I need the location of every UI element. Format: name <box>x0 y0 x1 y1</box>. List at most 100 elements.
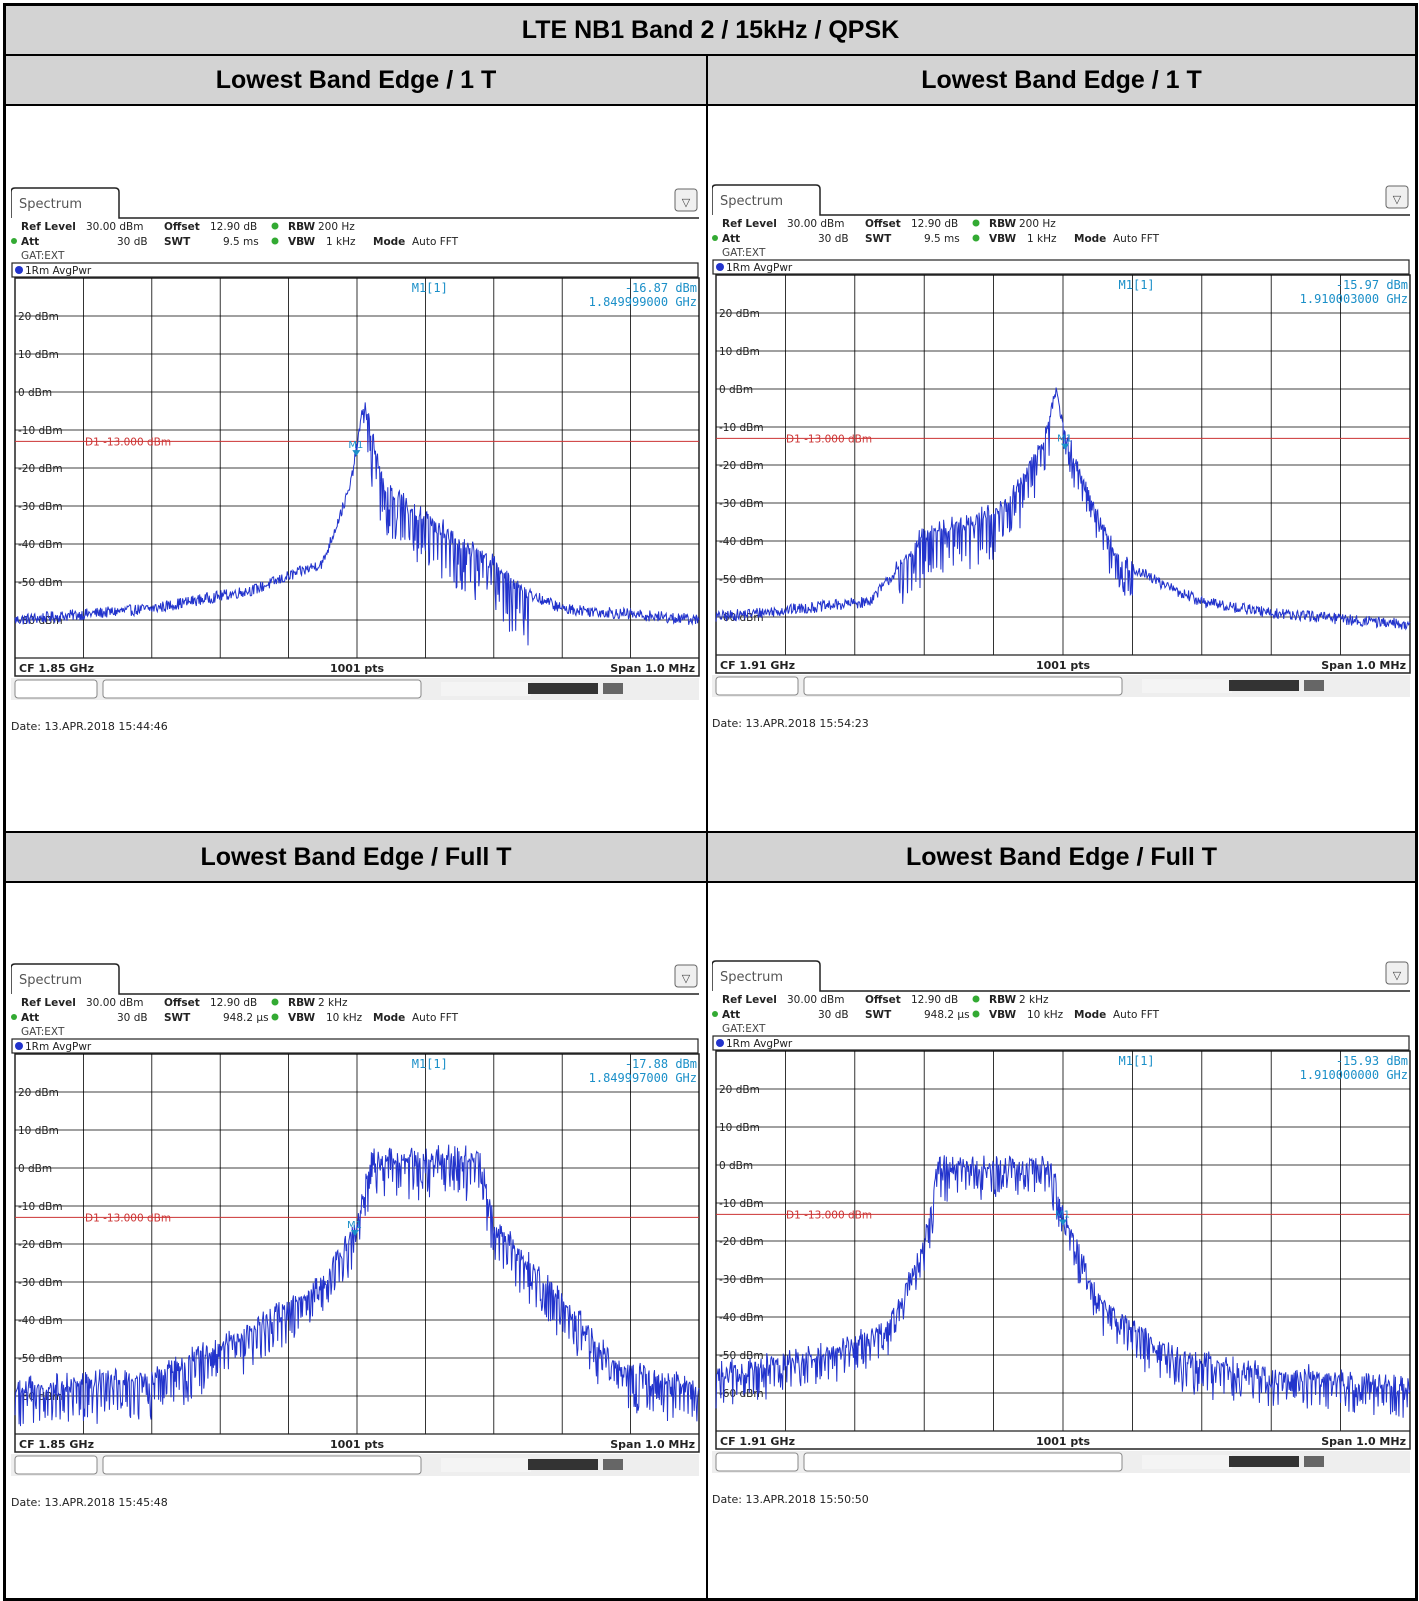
panel-heading-3: Lowest Band Edge / Full T <box>6 833 706 883</box>
trace-indicator-icon <box>716 1039 724 1047</box>
marker-value: -15.97 dBm <box>1336 278 1408 292</box>
marker-tag: M1 <box>347 1220 362 1231</box>
spectrum-tab[interactable] <box>712 960 1410 992</box>
y-tick-label: -60 dBm <box>719 1388 764 1400</box>
y-tick-label: -50 dBm <box>18 1353 63 1365</box>
status-field <box>102 679 422 699</box>
display-line-label: D1 -13.000 dBm <box>786 1209 872 1221</box>
expand-icon[interactable] <box>1385 185 1409 209</box>
vbw-indicator-icon <box>271 1013 279 1021</box>
y-tick-label: 0 dBm <box>18 1163 52 1175</box>
center-frequency: CF 1.91 GHz <box>720 1435 795 1448</box>
att-value: 30 dB <box>818 233 849 245</box>
capture-date: Date: 13.APR.2018 15:50:50 <box>712 1493 869 1506</box>
rbw-value: 2 kHz <box>318 997 348 1009</box>
att-label: Att <box>21 236 39 248</box>
mode-value: Auto FFT <box>1113 233 1160 245</box>
swt-label: SWT <box>164 1012 191 1024</box>
y-tick-label: -20 dBm <box>18 1239 63 1251</box>
expand-icon[interactable] <box>674 188 698 212</box>
spectrum-tab[interactable] <box>712 184 1410 216</box>
mode-label: Mode <box>1074 1009 1106 1021</box>
marker-value: -16.87 dBm <box>625 281 697 295</box>
status-field <box>14 1455 98 1475</box>
capture-date: Date: 13.APR.2018 15:44:46 <box>11 720 168 733</box>
y-tick-label: 10 dBm <box>18 349 59 361</box>
rbw-indicator-icon <box>972 995 980 1003</box>
ref-level-value: 30.00 dBm <box>86 997 144 1009</box>
spectrum-tab[interactable] <box>11 963 699 995</box>
y-tick-label: 20 dBm <box>719 1084 760 1096</box>
vbw-label: VBW <box>288 236 316 248</box>
center-frequency: CF 1.85 GHz <box>19 662 94 675</box>
spectrum-tab-label: Spectrum <box>720 194 783 209</box>
vbw-value: 1 kHz <box>326 236 356 248</box>
y-tick-label: -40 dBm <box>18 539 63 551</box>
progress-bar <box>528 683 598 694</box>
spectrum-chart: Spectrum ▽ Ref Level 30.00 dBm Offset 12.90 d… <box>712 960 1411 1506</box>
marker-label: M1[1] <box>1119 278 1155 292</box>
trace-indicator-icon <box>716 263 724 271</box>
rbw-indicator-icon <box>271 998 279 1006</box>
marker-icon[interactable] <box>350 1229 359 1236</box>
expand-icon-glyph: ▽ <box>682 972 691 985</box>
spectrum-tab-label: Spectrum <box>19 973 82 988</box>
marker-label: M1[1] <box>412 1057 448 1071</box>
row-divider <box>6 831 1415 833</box>
att-value: 30 dB <box>818 1009 849 1021</box>
status-field <box>102 1455 422 1475</box>
mode-label: Mode <box>373 236 405 248</box>
att-label: Att <box>722 233 740 245</box>
swt-label: SWT <box>865 233 892 245</box>
mode-value: Auto FFT <box>412 1012 459 1024</box>
spectrum-chart: Spectrum ▽ Ref Level 30.00 dBm Offset 12.90 d… <box>11 963 700 1509</box>
expand-icon[interactable] <box>1385 961 1409 985</box>
mode-value: Auto FFT <box>1113 1009 1160 1021</box>
offset-label: Offset <box>865 218 901 230</box>
marker-frequency: 1.849997000 GHz <box>589 1071 697 1085</box>
display-line-label: D1 -13.000 dBm <box>85 436 171 448</box>
ref-level-label: Ref Level <box>722 994 777 1006</box>
vbw-indicator-icon <box>972 234 980 242</box>
att-value: 30 dB <box>117 1012 148 1024</box>
y-tick-label: -40 dBm <box>18 1315 63 1327</box>
marker-icon[interactable] <box>1059 1219 1067 1226</box>
y-tick-label: -30 dBm <box>719 1274 764 1286</box>
status-field <box>14 679 98 699</box>
page-title: LTE NB1 Band 2 / 15kHz / QPSK <box>6 6 1415 56</box>
spectrum-tab-label: Spectrum <box>720 970 783 985</box>
y-tick-label: 20 dBm <box>18 311 59 323</box>
y-tick-label: 0 dBm <box>719 1160 753 1172</box>
offset-value: 12.90 dB <box>911 994 958 1006</box>
vbw-label: VBW <box>989 1009 1017 1021</box>
att-value: 30 dB <box>117 236 148 248</box>
expand-icon[interactable] <box>674 964 698 988</box>
y-tick-label: -20 dBm <box>719 1236 764 1248</box>
trace-label: 1Rm AvgPwr <box>726 262 793 274</box>
att-label: Att <box>21 1012 39 1024</box>
y-tick-label: -40 dBm <box>719 1312 764 1324</box>
spectrum-trace <box>715 387 1411 631</box>
trace-label: 1Rm AvgPwr <box>726 1038 793 1050</box>
ref-level-value: 30.00 dBm <box>86 221 144 233</box>
y-tick-label: -50 dBm <box>719 1350 764 1362</box>
status-field <box>715 1452 799 1472</box>
display-line-label: D1 -13.000 dBm <box>85 1212 171 1224</box>
status-field <box>803 1452 1123 1472</box>
marker-frequency: 1.910000000 GHz <box>1300 1068 1408 1082</box>
spectrum-tab[interactable] <box>11 187 699 219</box>
status-icon <box>1304 680 1324 691</box>
panel-heading-2: Lowest Band Edge / 1 T <box>708 56 1415 106</box>
trace-indicator-icon <box>15 266 23 274</box>
marker-label: M1[1] <box>412 281 448 295</box>
gate-label: GAT:EXT <box>722 1023 766 1035</box>
marker-icon[interactable] <box>352 450 361 457</box>
y-tick-label: 0 dBm <box>18 387 52 399</box>
marker-icon[interactable] <box>1061 443 1070 450</box>
swt-value: 9.5 ms <box>223 236 259 248</box>
gate-label: GAT:EXT <box>722 247 766 259</box>
span-label: Span 1.0 MHz <box>1321 1435 1406 1448</box>
center-frequency: CF 1.91 GHz <box>720 659 795 672</box>
spectrum-chart: Spectrum ▽ Ref Level 30.00 dBm Offset 12.90 d… <box>11 187 700 733</box>
marker-tag: M1 <box>1055 1210 1070 1221</box>
